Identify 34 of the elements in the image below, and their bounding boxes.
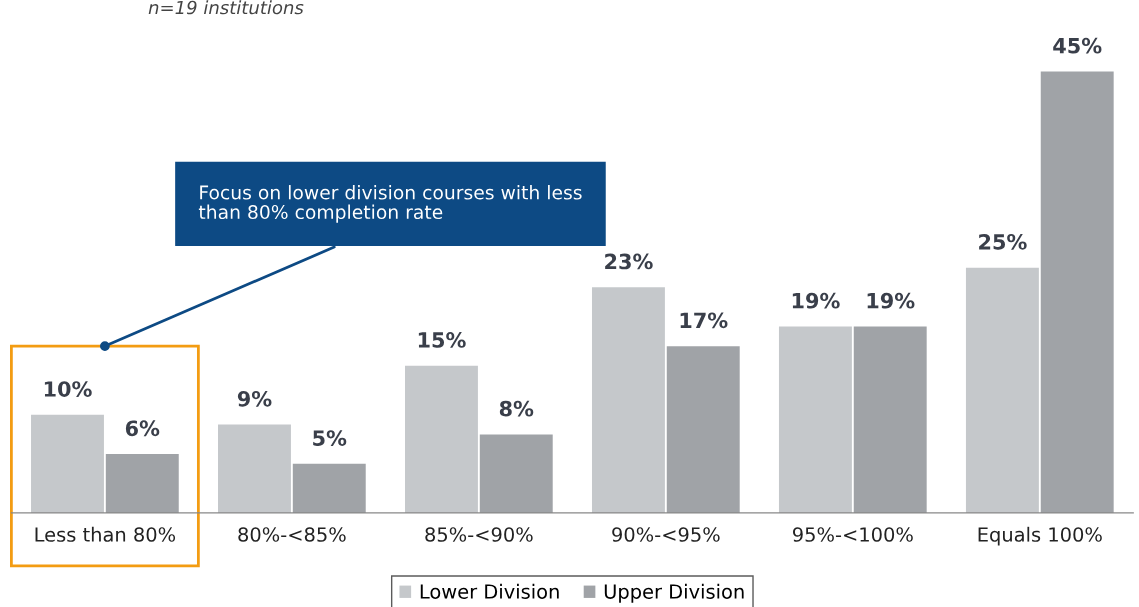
- bar: [479, 434, 553, 513]
- bar: [218, 424, 291, 513]
- bar: [853, 326, 927, 513]
- x-tick-label: Equals 100%: [978, 526, 1102, 546]
- x-tick-label: 90%-<95%: [612, 527, 720, 542]
- x-tick-label: 85%-<90%: [425, 527, 533, 542]
- bar: [31, 414, 104, 513]
- data-label: 5%: [313, 430, 347, 446]
- x-tick-label: 95%-<100%: [792, 527, 913, 542]
- bar: [591, 287, 665, 513]
- bar: [1040, 71, 1114, 513]
- data-label: 6%: [125, 420, 160, 437]
- data-label: 23%: [605, 253, 653, 270]
- annotation: Focus on lower division courses with less than 80% completion rate: [198, 185, 582, 223]
- data-label: 8%: [499, 400, 534, 417]
- chart-subtitle: n=19 institutions: [148, 0, 304, 15]
- legend-label: Upper Division: [604, 583, 744, 603]
- bar: [666, 346, 740, 513]
- data-label: 45%: [1053, 37, 1102, 54]
- data-label: 10%: [44, 381, 92, 397]
- data-label: 15%: [418, 332, 466, 348]
- data-label: 25%: [979, 233, 1027, 250]
- bar: [105, 454, 179, 513]
- legend-label: Lower Division: [420, 583, 559, 599]
- bar: [965, 267, 1039, 513]
- data-label: 9%: [237, 390, 272, 407]
- bar: [778, 326, 852, 513]
- data-label: 17%: [680, 312, 728, 329]
- bar: [292, 463, 366, 513]
- x-tick-label: Less than 80%: [35, 526, 176, 542]
- bar: [405, 365, 478, 513]
- x-tick-label: 80%-<85%: [238, 527, 346, 542]
- data-label: 19%: [867, 292, 915, 309]
- data-label: 19%: [792, 292, 840, 309]
